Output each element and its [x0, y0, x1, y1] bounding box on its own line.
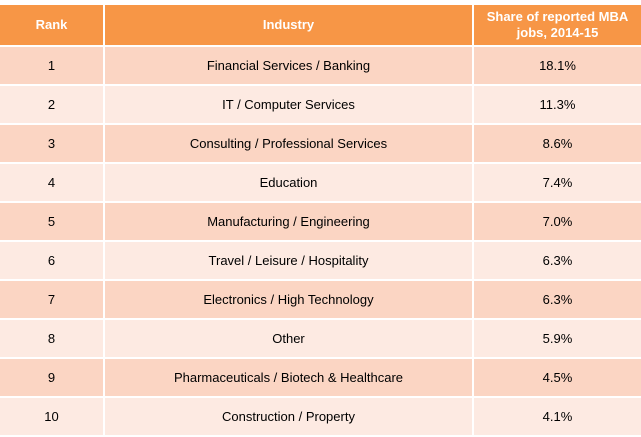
cell-industry: Electronics / High Technology [103, 281, 472, 318]
header-rank: Rank [0, 5, 103, 45]
table-row: 8 Other 5.9% [0, 320, 641, 357]
table-row: 5 Manufacturing / Engineering 7.0% [0, 203, 641, 240]
cell-share: 7.0% [472, 203, 641, 240]
table-row: 3 Consulting / Professional Services 8.6% [0, 125, 641, 162]
table-row: 4 Education 7.4% [0, 164, 641, 201]
cell-rank: 1 [0, 47, 103, 84]
cell-industry: Manufacturing / Engineering [103, 203, 472, 240]
cell-rank: 3 [0, 125, 103, 162]
cell-rank: 6 [0, 242, 103, 279]
cell-share: 6.3% [472, 281, 641, 318]
cell-share: 7.4% [472, 164, 641, 201]
table-row: 2 IT / Computer Services 11.3% [0, 86, 641, 123]
cell-industry: Education [103, 164, 472, 201]
table-header-row: Rank Industry Share of reported MBA jobs… [0, 5, 641, 45]
cell-industry: Other [103, 320, 472, 357]
header-share: Share of reported MBA jobs, 2014-15 [472, 5, 641, 45]
cell-industry: Pharmaceuticals / Biotech & Healthcare [103, 359, 472, 396]
cell-industry: IT / Computer Services [103, 86, 472, 123]
cell-industry: Consulting / Professional Services [103, 125, 472, 162]
cell-share: 18.1% [472, 47, 641, 84]
cell-rank: 10 [0, 398, 103, 435]
table-body: 1 Financial Services / Banking 18.1% 2 IT / … [0, 47, 641, 435]
table-row: 7 Electronics / High Technology 6.3% [0, 281, 641, 318]
cell-share: 6.3% [472, 242, 641, 279]
cell-rank: 5 [0, 203, 103, 240]
cell-share: 4.1% [472, 398, 641, 435]
cell-share: 11.3% [472, 86, 641, 123]
cell-rank: 4 [0, 164, 103, 201]
cell-industry: Financial Services / Banking [103, 47, 472, 84]
cell-rank: 2 [0, 86, 103, 123]
table-row: 6 Travel / Leisure / Hospitality 6.3% [0, 242, 641, 279]
cell-rank: 9 [0, 359, 103, 396]
table-row: 1 Financial Services / Banking 18.1% [0, 47, 641, 84]
cell-share: 8.6% [472, 125, 641, 162]
cell-industry: Construction / Property [103, 398, 472, 435]
mba-jobs-table: Rank Industry Share of reported MBA jobs… [0, 3, 641, 437]
table-row: 10 Construction / Property 4.1% [0, 398, 641, 435]
cell-share: 5.9% [472, 320, 641, 357]
cell-share: 4.5% [472, 359, 641, 396]
cell-rank: 8 [0, 320, 103, 357]
cell-rank: 7 [0, 281, 103, 318]
cell-industry: Travel / Leisure / Hospitality [103, 242, 472, 279]
header-industry: Industry [103, 5, 472, 45]
table-row: 9 Pharmaceuticals / Biotech & Healthcare 4… [0, 359, 641, 396]
